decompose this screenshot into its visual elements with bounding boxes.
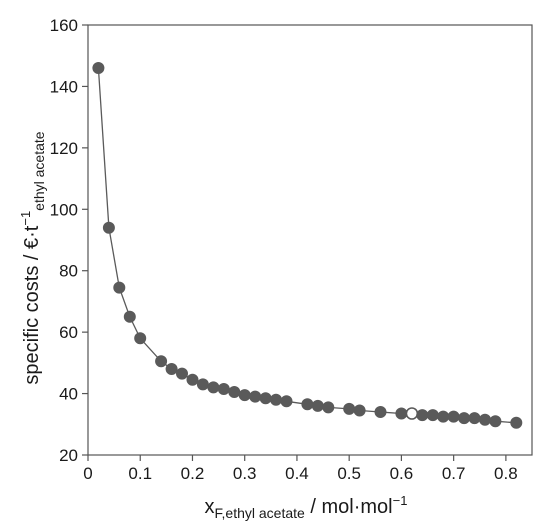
series-line [97,67,517,424]
x-tick-label: 0.8 [494,464,518,483]
data-point [458,412,471,425]
data-point [353,404,366,417]
data-point [196,378,209,391]
y-tick-label: 60 [59,323,78,342]
data-point [479,413,491,426]
y-axis-title-sub: ethyl acetate [31,131,47,211]
x-axis-ticks: 0 0.1 0.2 0.3 0.4 0.5 0.6 0.7 0.8 [83,455,518,483]
data-point [217,383,230,395]
data-point [123,310,136,323]
data-point [416,409,429,422]
data-point [280,395,293,408]
y-tick-label: 20 [59,446,78,465]
x-axis-title: xF,ethyl acetate / mol·mol−1 [205,493,408,521]
data-point [102,221,115,234]
plot-frame [87,24,533,456]
data-point [165,363,178,375]
data-point [489,415,502,428]
x-axis-title-sub: F,ethyl acetate [215,505,305,521]
x-tick-label: 0.1 [128,464,152,483]
x-tick-label: 0.3 [233,464,257,483]
x-axis-title-unit-sup: −1 [393,493,408,508]
x-tick-label: 0.4 [285,464,309,483]
data-point [468,412,481,425]
data-point [510,416,523,429]
data-point [228,386,241,398]
data-point [395,407,408,420]
data-point [270,393,282,406]
data-point [301,398,314,411]
x-axis-title-unit: / mol·mol [305,496,393,518]
data-point [155,355,168,368]
y-axis-title-sup: −1 [18,211,33,226]
x-tick-label: 0.5 [337,464,361,483]
data-point [176,367,188,380]
data-point [343,402,356,415]
y-tick-label: 120 [50,139,78,158]
data-point [134,332,147,345]
y-axis-title: specific costs / €·t−1ethyl acetate [18,131,47,384]
data-point [186,373,199,386]
data-point [113,281,126,294]
y-axis-title-main: specific costs / €·t [21,225,43,384]
y-tick-label: 40 [59,385,78,404]
x-tick-label: 0.2 [181,464,205,483]
x-axis-title-main: x [205,496,215,518]
data-point [447,410,460,423]
x-tick-label: 0.6 [390,464,414,483]
data-point [207,381,220,394]
y-axis-ticks: 20 40 60 80 100 120 140 160 [50,16,88,465]
y-tick-label: 80 [59,262,78,281]
x-tick-label: 0.7 [442,464,466,483]
data-point [426,409,439,422]
y-tick-label: 160 [50,16,78,35]
data-points [92,62,523,429]
highlighted-data-point [405,407,419,420]
data-point [92,62,105,74]
data-point [259,392,272,405]
series-line-group [97,67,517,424]
data-point [437,410,450,423]
data-point [322,401,335,414]
data-point [249,390,262,403]
data-point [374,406,387,418]
y-tick-label: 140 [50,77,78,96]
data-point [311,399,324,412]
y-tick-label: 100 [50,200,78,219]
data-point [238,389,251,402]
x-tick-label: 0 [83,464,92,483]
